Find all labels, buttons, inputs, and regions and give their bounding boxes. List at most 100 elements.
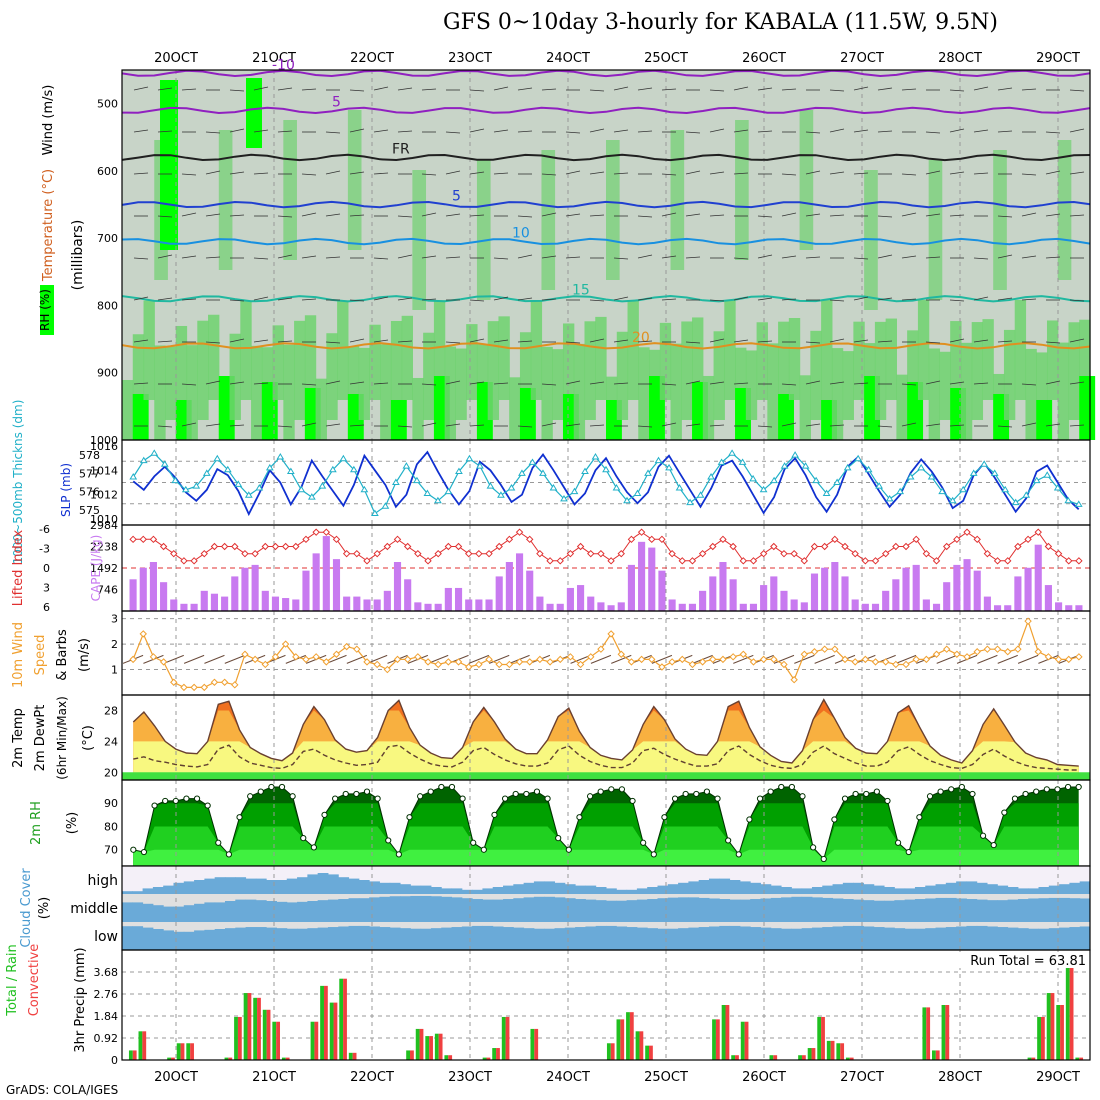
rh2m-marker-32 — [470, 839, 477, 846]
rh2m-marker-69 — [863, 790, 870, 798]
precip-ytick-0: 3.68 — [94, 966, 119, 979]
cloud-middle-85 — [997, 900, 1009, 922]
cloud-middle-6 — [183, 905, 195, 922]
wind-barb-18-2 — [565, 170, 581, 175]
precip-conv-bar-75 — [849, 1057, 854, 1060]
cloud-middle-76 — [904, 899, 916, 922]
rh2m-marker-85 — [1033, 788, 1040, 795]
precip-conv-bar-21 — [333, 1002, 338, 1060]
li-marker-42 — [556, 557, 564, 565]
cloud-middle-36 — [492, 899, 504, 922]
thickness-marker-23 — [370, 509, 379, 517]
li-marker-37 — [505, 535, 514, 544]
wind-barb-14-8 — [469, 424, 485, 427]
precip-ytick-1: 2.76 — [94, 988, 119, 1001]
wind-barb-38-7 — [1045, 380, 1061, 385]
cloud-high-10 — [224, 877, 236, 894]
wind-barb-15-5 — [493, 296, 509, 301]
thickness-marker-29 — [434, 496, 442, 504]
li-marker-66 — [800, 557, 809, 565]
wind-speed-marker-93 — [1075, 653, 1083, 661]
cloud-low-90 — [1048, 928, 1060, 950]
wind-barb-2-2 — [181, 173, 197, 176]
thickness-marker-63 — [791, 451, 799, 458]
precip-total-bar-6 — [186, 1043, 191, 1060]
wind-barb-24-7 — [709, 381, 725, 385]
wind-barb-26-0 — [757, 87, 773, 91]
cloud-high-37 — [503, 885, 514, 894]
cloud-middle-56 — [698, 897, 710, 922]
cloud-middle-24 — [369, 897, 380, 922]
precip-total-bar-15 — [272, 1021, 277, 1060]
surface-barb-86 — [997, 654, 1018, 664]
precip-conv-bar-39 — [505, 1016, 510, 1060]
cape-bar-83 — [973, 570, 981, 611]
cape-bar-34 — [475, 599, 483, 611]
wind-barb-38-4 — [1045, 256, 1061, 259]
cloud-high-83 — [976, 882, 988, 894]
wind-barb-19-1 — [589, 128, 605, 133]
cloud-middle-45 — [585, 899, 597, 922]
cloud-low-0 — [122, 926, 133, 950]
cloud-low-86 — [1007, 927, 1019, 950]
cloud-ylabel-a: Cloud Cover — [19, 868, 34, 948]
li-marker-34 — [475, 549, 483, 558]
thickness-marker-39 — [539, 469, 547, 476]
li-marker-23 — [363, 557, 371, 565]
cloud-high-2 — [142, 888, 154, 894]
wind-speed-line — [132, 619, 1080, 689]
cape-bar-15 — [282, 598, 290, 611]
thickness-line — [132, 452, 1079, 515]
cape-bar-31 — [444, 587, 452, 611]
wind-speed-marker-12 — [251, 655, 259, 664]
cloud-middle-86 — [1007, 899, 1019, 922]
wind-speed-marker-46 — [597, 645, 605, 653]
thickness-marker-22 — [360, 485, 369, 493]
wind-barb-35-7 — [973, 382, 989, 385]
wind-speed-marker-77 — [912, 655, 920, 664]
rh2m-marker-83 — [1011, 795, 1019, 802]
wind-barb-17-8 — [541, 422, 557, 427]
cloud-middle-90 — [1048, 897, 1060, 922]
thick-ytick-1: 577 — [79, 467, 100, 480]
cloud-high-26 — [389, 882, 401, 894]
cloud-high-33 — [461, 889, 473, 894]
li-marker-90 — [1044, 542, 1053, 551]
rh-band-47 — [627, 300, 639, 400]
rh2m-marker-49 — [650, 851, 657, 858]
wind-speed-marker-71 — [851, 658, 859, 666]
cape-bar-18 — [312, 553, 320, 611]
wind-speed-marker-41 — [546, 658, 554, 666]
cloud-middle-17 — [297, 901, 308, 922]
cloud-middle-79 — [935, 897, 947, 922]
cloud-middle-12 — [245, 899, 257, 922]
wind-speed-marker-2 — [149, 653, 158, 661]
wind-barb-36-1 — [997, 130, 1013, 133]
cloud-high-52 — [657, 885, 669, 894]
cloud-low-64 — [781, 928, 792, 950]
rh-band-16 — [294, 320, 306, 420]
precip-total-bar-38 — [492, 1048, 497, 1060]
precip-total-bar-96 — [1046, 993, 1051, 1060]
temp-contour-label-0: -10 — [272, 57, 295, 73]
li-marker-71 — [851, 549, 859, 558]
wind-barb-34-0 — [949, 89, 965, 92]
wind-barb-15-2 — [493, 172, 509, 175]
cape-bar-33 — [465, 599, 473, 611]
rh2m-marker-8 — [215, 839, 222, 846]
cape-ytick-1: 2238 — [90, 541, 118, 554]
wind-barb-23-1 — [685, 131, 701, 134]
cloud-middle-64 — [781, 897, 792, 922]
wind-barb-37-7 — [1021, 383, 1037, 386]
thickness-marker-25 — [392, 478, 400, 485]
cloud-high-43 — [564, 884, 576, 894]
cape-ytick-3: 746 — [97, 584, 118, 597]
wind-speed-marker-15 — [281, 640, 290, 648]
cloud-low-41 — [544, 928, 556, 950]
cloud-low-83 — [976, 925, 988, 950]
wind-speed-marker-80 — [942, 645, 951, 653]
wind-speed-marker-4 — [170, 678, 178, 686]
cloud-middle-75 — [894, 900, 906, 922]
temp-contour-label-1: 5 — [332, 94, 341, 110]
rh2m-marker-68 — [852, 790, 859, 798]
